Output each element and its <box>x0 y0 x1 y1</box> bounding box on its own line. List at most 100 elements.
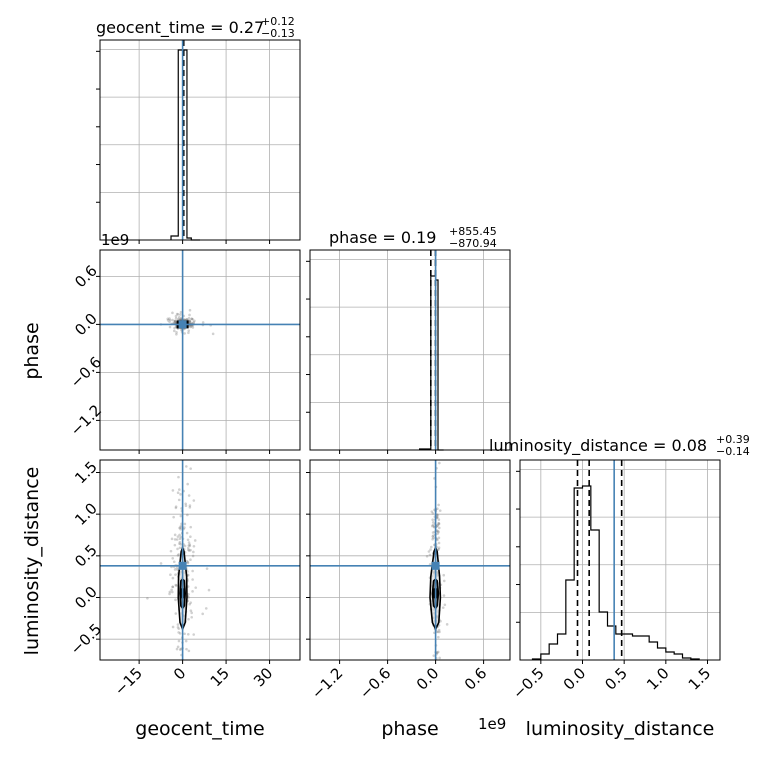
panel-2d-geocent-time-vs-phase-sample-116 <box>179 310 183 314</box>
panel-2d-geocent-time-vs-phase-sample-108 <box>190 317 194 321</box>
panel-2d-phase-vs-luminosity-distance-xtick-label-2: 0.0 <box>413 664 443 694</box>
panel-2d-geocent-time-vs-phase-sample-114 <box>171 318 174 322</box>
panel-2d-geocent-time-vs-phase-sample-176 <box>193 319 196 323</box>
panel-2d-geocent-time-vs-luminosity-distance-sample-45 <box>176 547 179 551</box>
panel-2d-phase-vs-luminosity-distance-sample-146 <box>443 603 447 607</box>
panel-2d-phase-vs-luminosity-distance-sample-171 <box>437 530 440 534</box>
panel-2d-phase-vs-luminosity-distance-sample-159 <box>436 538 439 542</box>
panel-hist-luminosity-distance-xtick-label-1: 0.0 <box>560 664 590 694</box>
panel-2d-geocent-time-vs-luminosity-distance-sample-114 <box>169 549 173 553</box>
panel-2d-phase-vs-luminosity-distance-truth-marker <box>431 561 440 570</box>
panel-2d-geocent-time-vs-phase-sample-107 <box>192 321 196 324</box>
panel-2d-geocent-time-vs-phase-sample-55 <box>174 317 178 320</box>
panel-2d-geocent-time-vs-phase-sample-102 <box>188 319 192 322</box>
panel-2d-phase-vs-luminosity-distance-sample-200 <box>436 650 440 654</box>
panel-hist-luminosity-distance-xtick-label-3: 1.0 <box>643 664 673 694</box>
panel-2d-phase-vs-luminosity-distance-sample-177 <box>437 522 441 526</box>
panel-2d-geocent-time-vs-luminosity-distance-sample-142 <box>178 540 182 544</box>
panel-2d-phase-vs-luminosity-distance-sample-53 <box>432 536 435 539</box>
panel-2d-geocent-time-vs-phase-sample-120 <box>187 316 191 320</box>
panel-2d-geocent-time-vs-luminosity-distance-sample-74 <box>177 498 181 502</box>
panel-2d-geocent-time-vs-luminosity-distance-sample-33 <box>179 514 183 518</box>
panel-2d-geocent-time-vs-luminosity-distance-sample-99 <box>192 544 196 548</box>
panel-2d-geocent-time-vs-luminosity-distance-sample-210 <box>189 558 192 561</box>
panel-2d-geocent-time-vs-luminosity-distance-sample-118 <box>176 535 180 538</box>
panel-2d-geocent-time-vs-luminosity-distance-sample-77 <box>188 506 192 509</box>
panel-2d-geocent-time-vs-luminosity-distance-sample-132 <box>189 535 192 539</box>
panel-2d-geocent-time-vs-luminosity-distance-sample-123 <box>172 560 176 564</box>
ylabel-luminosity-distance: luminosity_distance <box>21 467 43 656</box>
panel-2d-geocent-time-vs-luminosity-distance-xtick-label-3: 30 <box>250 664 276 690</box>
panel-2d-geocent-time-vs-luminosity-distance-sample-21 <box>188 602 191 606</box>
panel-2d-geocent-time-vs-luminosity-distance-xtick-label-0: −15 <box>111 664 146 699</box>
panel-2d-geocent-time-vs-phase-sample-2 <box>185 318 189 321</box>
panel-2d-geocent-time-vs-luminosity-distance-sample-206 <box>171 625 175 629</box>
panel-2d-geocent-time-vs-luminosity-distance-sample-218 <box>174 506 178 510</box>
panel-2d-geocent-time-vs-luminosity-distance-sample-186 <box>188 543 192 546</box>
panel-2d-geocent-time-vs-luminosity-distance-sample-208 <box>185 465 188 468</box>
panel-2d-geocent-time-vs-luminosity-distance-sample-136 <box>178 526 181 530</box>
panel-hist-luminosity-distance-xtick-label-0: −0.5 <box>509 664 547 702</box>
panel-2d-phase-vs-luminosity-distance-sample-59 <box>427 550 431 553</box>
panel-2d-geocent-time-vs-luminosity-distance-sample-92 <box>178 648 182 651</box>
panel-2d-geocent-time-vs-phase-sample-161 <box>191 326 195 329</box>
panel-2d-geocent-time-vs-phase-sample-188 <box>178 318 181 321</box>
panel-2d-geocent-time-vs-luminosity-distance-sample-163 <box>178 533 181 537</box>
panel-2d-geocent-time-vs-luminosity-distance-ytick-label-1: 0.0 <box>71 583 101 613</box>
panel-2d-geocent-time-vs-luminosity-distance-xtick-label-1: 0 <box>170 664 189 683</box>
title-phase: phase = 0.19 <box>329 228 436 247</box>
panel-2d-phase-vs-luminosity-distance-sample-89 <box>435 516 439 519</box>
panel-2d-geocent-time-vs-luminosity-distance-truth-marker <box>178 561 187 570</box>
panel-2d-geocent-time-vs-luminosity-distance-sample-61 <box>186 538 190 542</box>
panel-2d-geocent-time-vs-luminosity-distance-sample-44 <box>179 647 183 651</box>
panel-2d-geocent-time-vs-luminosity-distance-sample-128 <box>174 583 178 587</box>
panel-2d-geocent-time-vs-phase-sample-50 <box>191 318 194 321</box>
panel-2d-phase-vs-luminosity-distance-sample-63 <box>436 524 439 527</box>
panel-2d-geocent-time-vs-luminosity-distance-sample-172 <box>177 627 181 630</box>
panel-2d-geocent-time-vs-luminosity-distance-sample-124 <box>169 573 172 577</box>
panel-2d-geocent-time-vs-luminosity-distance-sample-151 <box>168 590 172 594</box>
panel-hist-luminosity-distance-xtick-label-2: 0.5 <box>601 664 631 694</box>
panel-2d-geocent-time-vs-luminosity-distance-sample-156 <box>171 556 175 560</box>
panel-2d-geocent-time-vs-luminosity-distance-sample-207 <box>178 488 181 491</box>
panel-2d-geocent-time-vs-luminosity-distance-sample-171 <box>186 632 190 636</box>
panel-2d-geocent-time-vs-luminosity-distance-sample-162 <box>189 525 193 529</box>
panel-2d-geocent-time-vs-phase-sample-84 <box>188 313 191 317</box>
panel-2d-geocent-time-vs-luminosity-distance-sample-55 <box>178 546 182 550</box>
panel-2d-geocent-time-vs-phase-sample-56 <box>168 317 171 320</box>
panel-2d-phase-vs-luminosity-distance-sample-199 <box>431 524 434 528</box>
panel-2d-geocent-time-vs-phase-sample-32 <box>189 325 193 328</box>
panel-hist-phase-steps <box>419 275 444 451</box>
panel-2d-geocent-time-vs-luminosity-distance-sample-127 <box>179 535 183 539</box>
panel-2d-geocent-time-vs-luminosity-distance-sample-2 <box>189 467 192 470</box>
panel-2d-geocent-time-vs-phase-sample-216 <box>185 318 189 321</box>
panel-2d-phase-vs-luminosity-distance-sample-123 <box>437 628 441 632</box>
panel-2d-phase-vs-luminosity-distance-sample-183 <box>435 515 439 519</box>
panel-2d-geocent-time-vs-luminosity-distance-sample-5 <box>185 647 188 651</box>
panel-hist-geocent-time-frame <box>99 39 301 241</box>
panel-2d-geocent-time-vs-phase-sample-44 <box>188 320 192 324</box>
panel-2d-phase-vs-luminosity-distance-sample-100 <box>431 512 435 515</box>
panel-2d-geocent-time-vs-luminosity-distance-sample-71 <box>192 633 196 636</box>
panel-2d-phase-vs-luminosity-distance-sample-74 <box>442 573 446 577</box>
panel-2d-geocent-time-vs-phase-sample-179 <box>173 326 176 330</box>
panel-2d-geocent-time-vs-luminosity-distance-frame <box>99 459 301 661</box>
panel-2d-geocent-time-vs-luminosity-distance-sample-10 <box>172 515 175 519</box>
panel-2d-phase-vs-luminosity-distance-sample-0 <box>431 518 434 522</box>
panel-2d-geocent-time-vs-luminosity-distance-sample-216 <box>171 590 174 594</box>
panel-2d-geocent-time-vs-luminosity-distance-sample-12 <box>184 639 188 643</box>
panel-2d-phase-vs-luminosity-distance-sample-215 <box>436 507 439 511</box>
title-geocent-time-sub: −0.13 <box>261 27 295 40</box>
panel-2d-geocent-time-vs-luminosity-distance-ytick-label-2: 0.5 <box>71 541 101 571</box>
panel-2d-phase-vs-luminosity-distance-sample-86 <box>442 579 446 583</box>
panel-2d-geocent-time-vs-luminosity-distance-sample-155 <box>178 537 182 541</box>
panel-2d-geocent-time-vs-luminosity-distance-sample-145 <box>177 631 180 634</box>
panel-2d-phase-vs-luminosity-distance-sample-95 <box>437 536 441 540</box>
panel-2d-phase-vs-luminosity-distance-sample-175 <box>436 524 440 527</box>
panel-2d-geocent-time-vs-luminosity-distance-sample-80 <box>189 601 193 604</box>
panel-2d-geocent-time-vs-luminosity-distance-sample-175 <box>176 625 180 629</box>
panel-2d-phase-vs-luminosity-distance-sample-29 <box>436 532 439 536</box>
panel-2d-geocent-time-vs-luminosity-distance-sample-106 <box>204 607 208 610</box>
panel-2d-geocent-time-vs-luminosity-distance-sample-41 <box>193 539 197 542</box>
panel-2d-geocent-time-vs-luminosity-distance-sample-104 <box>176 645 180 649</box>
